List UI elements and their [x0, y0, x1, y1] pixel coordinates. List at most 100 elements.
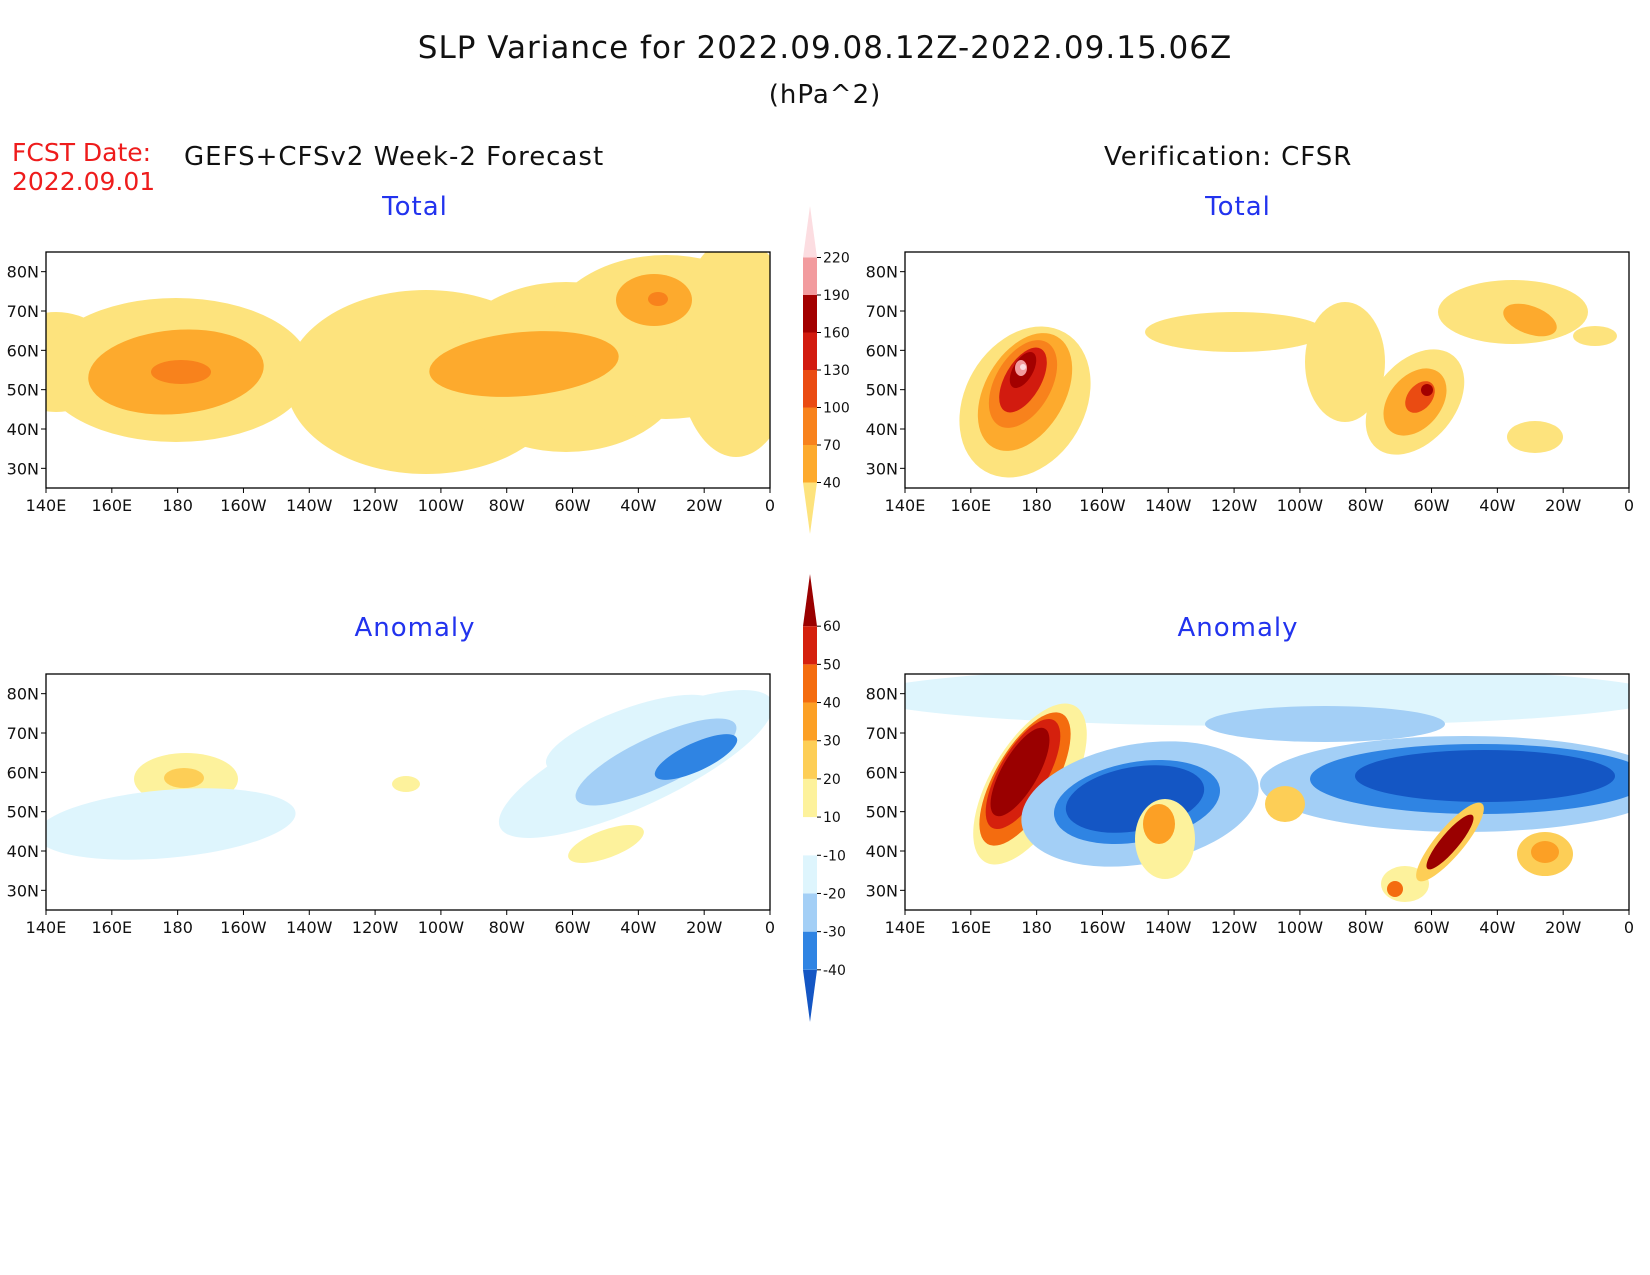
colorbar-segment: [803, 370, 817, 408]
contour-fill: [568, 825, 644, 863]
colorbar-label: 50: [823, 657, 841, 673]
colorbar-segment: [803, 740, 817, 779]
lon-tick-label: 0: [765, 496, 775, 515]
map-fill-bl: [46, 690, 770, 863]
lon-tick-label: 160E: [91, 918, 132, 937]
lon-tick-label: 40W: [620, 918, 656, 937]
lon-tick-label: 60W: [554, 918, 590, 937]
contour-fill: [905, 674, 1629, 726]
lon-tick-label: 180: [162, 496, 193, 515]
colorbar-segment: [803, 257, 817, 295]
lon-tick-label: 160W: [1079, 496, 1126, 515]
lat-tick-label: 30N: [866, 459, 898, 478]
contour-fill: [46, 788, 296, 860]
contour-fill: [648, 292, 668, 306]
lon-tick-label: 40W: [1479, 918, 1515, 937]
colorbar-segment: [803, 664, 817, 703]
lat-tick-label: 60N: [866, 341, 898, 360]
lat-tick-label: 80N: [866, 685, 898, 704]
contour-fill: [1205, 706, 1445, 742]
colorbar-label: 100: [823, 401, 850, 417]
map-fill-br: [905, 674, 1629, 902]
lon-tick-label: 140E: [885, 918, 926, 937]
main-units: (hPa^2): [768, 80, 882, 110]
lat-tick-label: 40N: [7, 420, 39, 439]
lon-tick-label: 140E: [26, 496, 67, 515]
colorbar-segment: [803, 206, 817, 258]
colorbar-label: 220: [823, 251, 850, 267]
lon-tick-label: 120W: [1211, 918, 1258, 937]
contour-fill: [654, 734, 738, 780]
lat-tick-label: 40N: [7, 842, 39, 861]
verification-heading: Verification: CFSR: [1104, 142, 1353, 172]
lat-tick-label: 40N: [866, 420, 898, 439]
lat-tick-label: 60N: [7, 763, 39, 782]
map-frame-tl: [45, 251, 771, 489]
lon-tick-label: 100W: [1277, 496, 1324, 515]
lat-tick-label: 80N: [7, 263, 39, 282]
lon-tick-label: 40W: [1479, 496, 1515, 515]
colorbar-label: 30: [823, 734, 841, 750]
lon-tick-label: 20W: [686, 496, 722, 515]
contour-fill: [1355, 750, 1615, 802]
lon-tick-label: 100W: [418, 496, 465, 515]
contour-fill: [1573, 326, 1617, 346]
lon-tick-label: 60W: [1413, 496, 1449, 515]
lon-tick-label: 140W: [1145, 918, 1192, 937]
colorbar-segment: [803, 445, 817, 483]
forecast-heading: GEFS+CFSv2 Week-2 Forecast: [184, 142, 605, 172]
lat-tick-label: 70N: [866, 302, 898, 321]
colorbar-segment: [803, 626, 817, 665]
contour-fill: [1265, 786, 1305, 822]
lat-tick-label: 30N: [7, 881, 39, 900]
lon-tick-label: 160E: [950, 918, 991, 937]
lat-tick-label: 50N: [7, 381, 39, 400]
contour-fill: [151, 360, 211, 384]
lon-tick-label: 140W: [286, 918, 333, 937]
map-frame-bl: [45, 673, 771, 911]
lat-tick-label: 70N: [7, 724, 39, 743]
lon-tick-label: 160E: [91, 496, 132, 515]
colorbar-segment: [803, 969, 817, 1022]
lon-tick-label: 140W: [1145, 496, 1192, 515]
lon-tick-label: 100W: [418, 918, 465, 937]
colorbar-segment: [803, 855, 817, 894]
contour-fill: [1531, 841, 1559, 863]
lon-tick-label: 160W: [220, 918, 267, 937]
contour-fill: [990, 727, 1050, 817]
colorbar-label: 160: [823, 326, 850, 342]
lon-tick-label: 20W: [1545, 496, 1581, 515]
colorbar-label: 190: [823, 288, 850, 304]
lon-tick-label: 160W: [220, 496, 267, 515]
colorbar-label: 130: [823, 363, 850, 379]
colorbar-label: 20: [823, 772, 841, 788]
contour-fill: [392, 776, 420, 792]
lat-tick-label: 60N: [866, 763, 898, 782]
colorbar-segment: [803, 893, 817, 932]
lat-tick-label: 50N: [866, 381, 898, 400]
colorbar-label: -30: [823, 925, 846, 941]
top-right-panel-title: Total: [1205, 192, 1271, 222]
lon-tick-label: 80W: [1348, 918, 1384, 937]
lat-tick-label: 80N: [866, 263, 898, 282]
colorbar-label: 60: [823, 619, 841, 635]
colorbar-label: 70: [823, 438, 841, 454]
fcst-date-value: 2022.09.01: [12, 167, 156, 196]
lon-tick-label: 140W: [286, 496, 333, 515]
colorbar-segment: [803, 702, 817, 741]
contour-fill: [429, 331, 619, 397]
colorbar-segment: [803, 778, 817, 818]
lon-tick-label: 180: [162, 918, 193, 937]
lat-tick-label: 50N: [866, 803, 898, 822]
contour-fill: [1143, 804, 1175, 844]
lat-tick-label: 50N: [7, 803, 39, 822]
lon-tick-label: 20W: [1545, 918, 1581, 937]
contour-fill: [575, 718, 737, 806]
contour-fill: [1305, 302, 1385, 422]
anomaly-colorbar: -40 -30 -20 -10 10 20 30 40 50 60: [803, 574, 846, 1022]
lon-tick-label: 0: [1624, 918, 1634, 937]
colorbar-label: -10: [823, 848, 846, 864]
bottom-left-panel-title: Anomaly: [354, 613, 476, 643]
lon-tick-label: 100W: [1277, 918, 1324, 937]
